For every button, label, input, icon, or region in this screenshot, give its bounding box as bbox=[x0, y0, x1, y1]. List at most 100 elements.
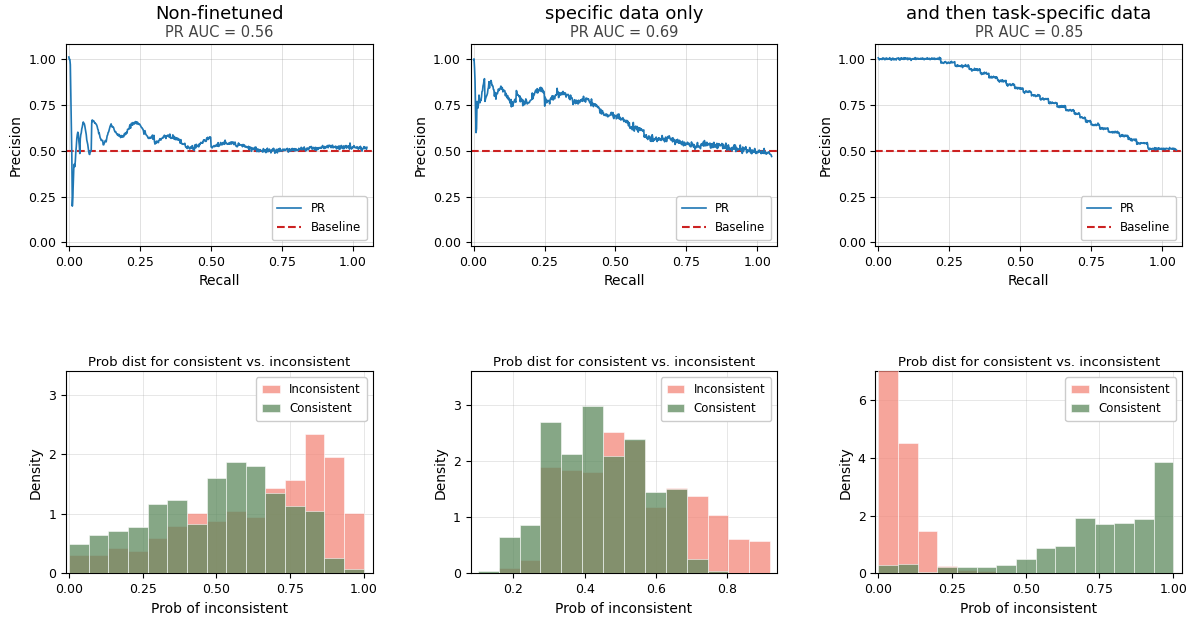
PR bbox=[197, 137, 211, 144]
Bar bbox=[624, 440, 644, 573]
Bar bbox=[108, 531, 128, 573]
Bar bbox=[1114, 522, 1134, 573]
Bar bbox=[708, 515, 728, 573]
Y-axis label: Precision: Precision bbox=[8, 114, 23, 176]
Bar bbox=[749, 541, 770, 573]
Bar bbox=[226, 511, 246, 573]
Bar bbox=[344, 513, 364, 573]
Bar bbox=[499, 537, 520, 573]
PR bbox=[1098, 125, 1112, 132]
Title: Prob dist for consistent vs. inconsistent: Prob dist for consistent vs. inconsisten… bbox=[493, 356, 755, 369]
Bar bbox=[1075, 517, 1094, 573]
Bar bbox=[604, 432, 624, 573]
Bar bbox=[305, 511, 324, 573]
Bar bbox=[265, 493, 286, 573]
Bar bbox=[937, 568, 956, 573]
Bar bbox=[1094, 524, 1114, 573]
PR bbox=[139, 131, 154, 139]
Bar bbox=[878, 327, 898, 573]
Bar bbox=[644, 507, 666, 573]
PR bbox=[932, 54, 947, 61]
Bar bbox=[89, 536, 108, 573]
Bar bbox=[956, 570, 977, 573]
Bar bbox=[128, 551, 148, 573]
Bar bbox=[68, 544, 89, 573]
Bar bbox=[499, 568, 520, 573]
PR bbox=[467, 55, 481, 63]
PR bbox=[642, 133, 656, 140]
Bar bbox=[265, 488, 286, 573]
Bar bbox=[644, 492, 666, 573]
Bar bbox=[604, 456, 624, 573]
PR bbox=[520, 98, 534, 106]
Bar bbox=[562, 454, 582, 573]
PR bbox=[1044, 100, 1058, 107]
Bar bbox=[1153, 462, 1174, 573]
Bar bbox=[520, 560, 540, 573]
PR bbox=[666, 134, 680, 142]
Bar bbox=[89, 554, 108, 573]
Bar bbox=[206, 478, 226, 573]
Y-axis label: Density: Density bbox=[433, 446, 448, 499]
Bar bbox=[898, 443, 918, 573]
PR bbox=[889, 55, 904, 63]
Bar bbox=[206, 522, 226, 573]
Bar bbox=[878, 565, 898, 573]
PR bbox=[65, 202, 79, 210]
PR bbox=[1169, 146, 1183, 154]
Bar bbox=[167, 525, 187, 573]
Bar bbox=[187, 524, 206, 573]
Bar bbox=[977, 568, 996, 573]
PR bbox=[1061, 106, 1075, 114]
Text: PR AUC = 0.69: PR AUC = 0.69 bbox=[570, 25, 678, 40]
Bar bbox=[937, 566, 956, 573]
X-axis label: Recall: Recall bbox=[604, 274, 644, 289]
Bar bbox=[582, 406, 604, 573]
Title: Prob dist for consistent vs. inconsistent: Prob dist for consistent vs. inconsisten… bbox=[898, 356, 1160, 369]
Bar bbox=[666, 490, 686, 573]
Bar bbox=[996, 565, 1016, 573]
Bar bbox=[286, 507, 305, 573]
Bar bbox=[478, 571, 499, 573]
Bar bbox=[666, 488, 686, 573]
PR bbox=[262, 147, 276, 154]
Bar bbox=[1036, 548, 1055, 573]
Bar bbox=[1016, 559, 1036, 573]
Bar bbox=[582, 472, 604, 573]
Bar bbox=[977, 571, 996, 573]
Bar bbox=[246, 517, 265, 573]
Y-axis label: Density: Density bbox=[838, 446, 852, 499]
PR bbox=[360, 144, 374, 151]
Legend: PR, Baseline: PR, Baseline bbox=[1081, 197, 1176, 240]
Bar bbox=[246, 466, 265, 573]
Title: Prob dist for consistent vs. inconsistent: Prob dist for consistent vs. inconsisten… bbox=[88, 356, 350, 369]
Bar bbox=[624, 439, 644, 573]
Title: Finetuned on out-of-domain
and then task-specific data: Finetuned on out-of-domain and then task… bbox=[904, 0, 1153, 23]
Line: PR: PR bbox=[474, 59, 772, 156]
Bar bbox=[286, 480, 305, 573]
X-axis label: Prob of inconsistent: Prob of inconsistent bbox=[960, 602, 1097, 616]
Legend: Inconsistent, Consistent: Inconsistent, Consistent bbox=[256, 377, 367, 421]
Y-axis label: Precision: Precision bbox=[818, 114, 832, 176]
Bar bbox=[128, 527, 148, 573]
Title: Finetuned on task-
specific data only: Finetuned on task- specific data only bbox=[540, 0, 708, 23]
Bar bbox=[540, 423, 562, 573]
Bar bbox=[344, 569, 364, 573]
Bar bbox=[148, 504, 167, 573]
Bar bbox=[148, 538, 167, 573]
Legend: PR, Baseline: PR, Baseline bbox=[677, 197, 772, 240]
Y-axis label: Density: Density bbox=[29, 446, 43, 499]
PR bbox=[1052, 102, 1067, 110]
Bar bbox=[520, 525, 540, 573]
PR bbox=[287, 146, 301, 153]
Bar bbox=[898, 564, 918, 573]
Bar bbox=[1134, 519, 1153, 573]
Bar bbox=[562, 469, 582, 573]
PR bbox=[1128, 137, 1142, 144]
Line: PR: PR bbox=[878, 57, 1176, 150]
Legend: PR, Baseline: PR, Baseline bbox=[271, 197, 367, 240]
PR bbox=[764, 152, 779, 160]
Legend: Inconsistent, Consistent: Inconsistent, Consistent bbox=[661, 377, 772, 421]
PR bbox=[871, 54, 886, 62]
Text: PR AUC = 0.56: PR AUC = 0.56 bbox=[166, 25, 274, 40]
